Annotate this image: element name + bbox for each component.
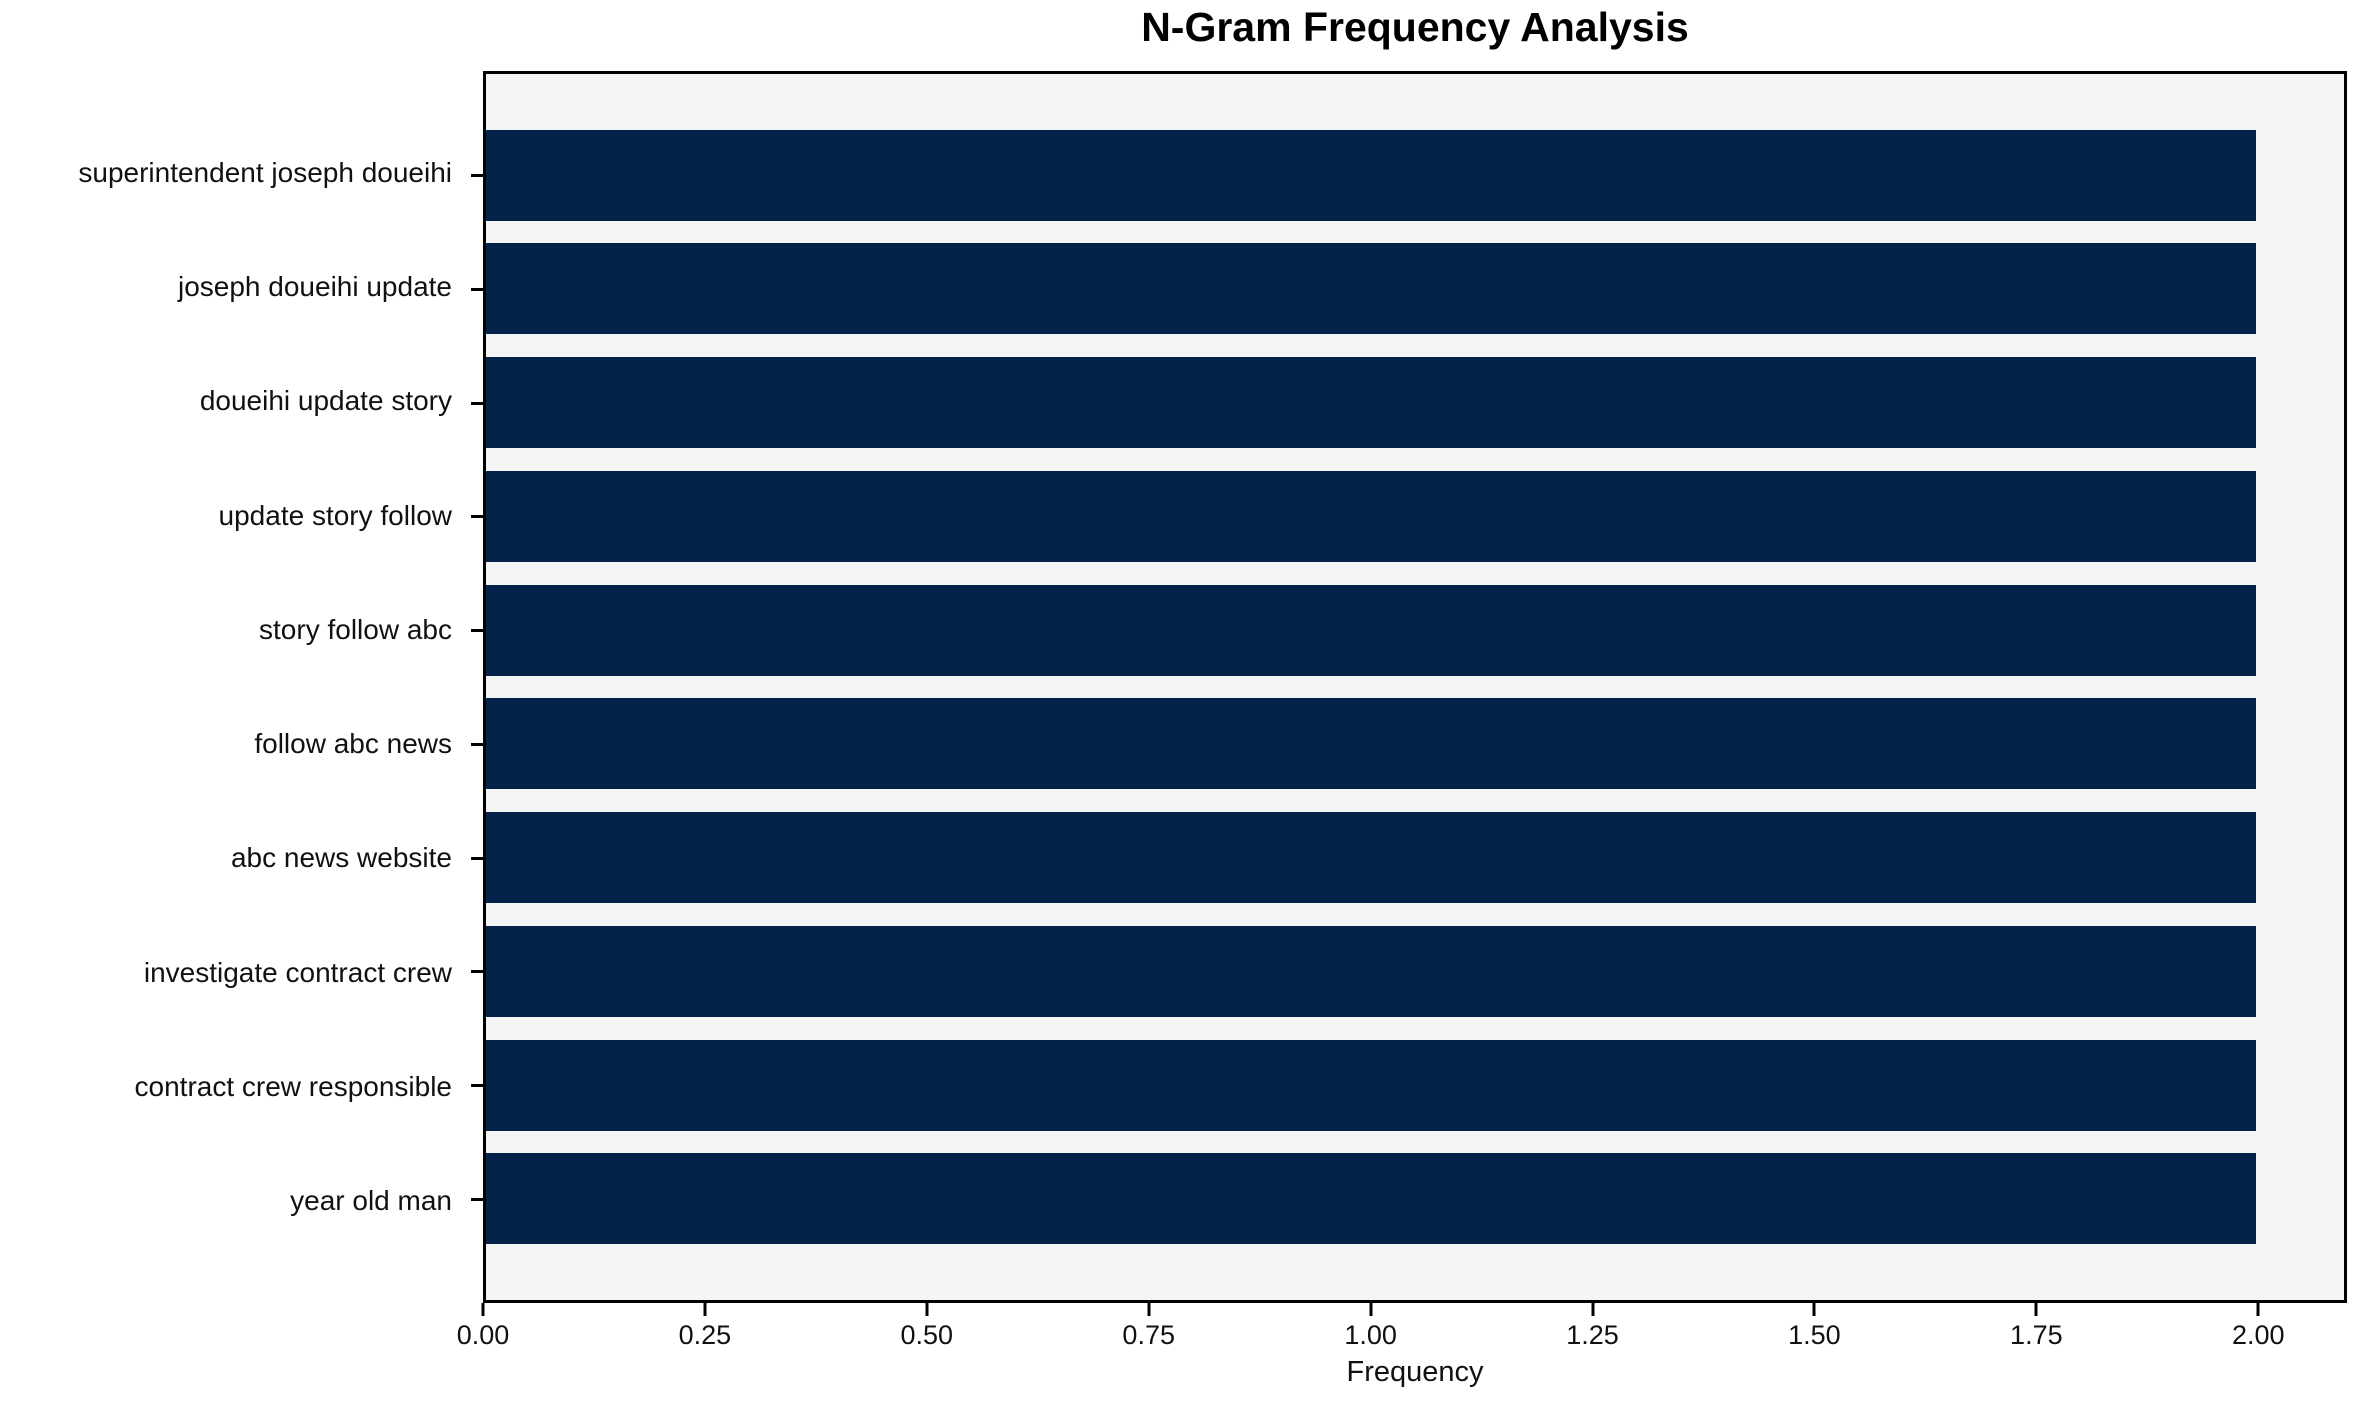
x-tick-mark <box>1369 1303 1373 1316</box>
bar <box>486 129 2256 221</box>
y-tick-label: abc news website <box>230 842 452 874</box>
y-tick-label: doueihi update story <box>199 385 452 417</box>
x-tick-label: 1.00 <box>1344 1320 1397 1350</box>
bar <box>486 1039 2256 1131</box>
x-tick-mark <box>2034 1303 2038 1316</box>
x-axis: 0.00 0.25 0.50 0.75 1.00 1.25 1.50 1.75 2.00 <box>457 1303 2347 1413</box>
x-tick-mark <box>481 1303 485 1316</box>
bar <box>486 812 2256 904</box>
x-tick-mark <box>1812 1303 1816 1316</box>
x-tick-label: 1.25 <box>1566 1320 1619 1350</box>
y-tick-mark <box>471 515 484 519</box>
plot-area <box>471 71 2347 1303</box>
y-tick-label: contract crew responsible <box>134 1071 452 1102</box>
bar <box>486 470 2256 562</box>
y-tick-mark <box>471 742 484 746</box>
x-tick-mark <box>2256 1303 2260 1316</box>
y-tick-label: joseph doueihi update <box>177 271 452 302</box>
y-axis-labels: superintendent joseph doueihi joseph doue… <box>0 71 460 1303</box>
y-tick-mark <box>471 174 484 178</box>
y-tick-mark <box>471 629 484 633</box>
x-tick-label: 2.00 <box>2231 1320 2285 1350</box>
x-tick-label: 0.00 <box>456 1320 510 1350</box>
x-tick-mark <box>1591 1303 1595 1316</box>
x-tick-label: 0.50 <box>900 1320 954 1350</box>
y-tick-label: investigate contract crew <box>143 956 452 988</box>
y-tick-label: follow abc news <box>254 728 452 760</box>
bar <box>486 357 2256 449</box>
x-axis-title: Frequency <box>1346 1356 1484 1388</box>
bar <box>486 243 2256 335</box>
bar <box>486 584 2256 676</box>
y-tick-mark <box>471 1084 484 1088</box>
y-tick-label: story follow abc <box>259 613 452 645</box>
x-tick-label: 0.25 <box>678 1320 732 1350</box>
y-tick-mark <box>471 856 484 860</box>
bar <box>486 698 2256 790</box>
bar <box>486 925 2256 1017</box>
x-tick-label: 1.75 <box>2010 1320 2063 1350</box>
x-tick-mark <box>1147 1303 1151 1316</box>
x-tick-mark <box>703 1303 707 1316</box>
y-tick-mark <box>471 287 484 291</box>
x-tick-mark <box>925 1303 929 1316</box>
x-tick-label: 0.75 <box>1122 1320 1175 1350</box>
chart-title: N-Gram Frequency Analysis <box>1141 4 1689 50</box>
bar <box>486 1153 2256 1245</box>
y-tick-label: year old man <box>290 1185 452 1217</box>
y-tick-mark <box>471 1197 484 1201</box>
y-tick-mark <box>471 970 484 974</box>
y-tick-mark <box>471 401 484 405</box>
y-tick-label: superintendent joseph doueihi <box>78 156 452 188</box>
x-tick-label: 1.50 <box>1788 1320 1841 1350</box>
y-tick-label: update story follow <box>218 499 452 531</box>
